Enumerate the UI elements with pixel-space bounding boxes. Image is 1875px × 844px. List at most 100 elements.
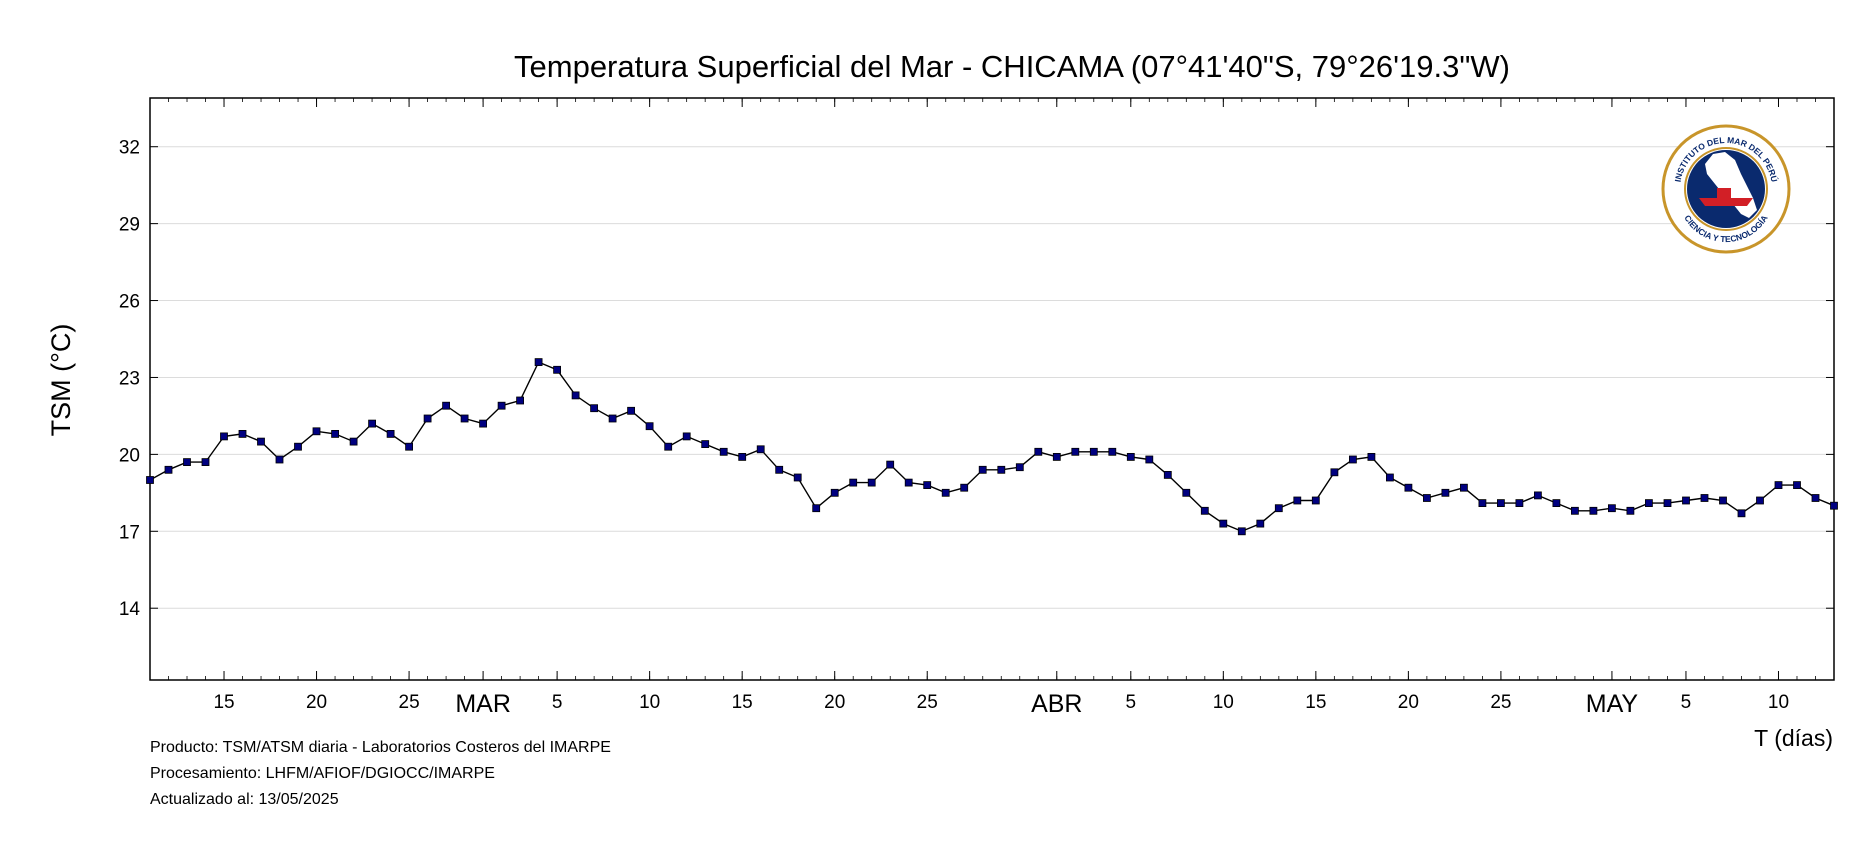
data-point <box>719 447 728 456</box>
data-point <box>201 458 210 467</box>
data-point <box>904 478 913 487</box>
series-line <box>149 361 1835 533</box>
x-tick-label: 15 <box>732 692 753 713</box>
data-point <box>738 452 747 461</box>
data-point <box>793 473 802 482</box>
data-point <box>978 465 987 474</box>
x-axis: 15 20 25 5 10 15 20 25 5 10 15 20 25 5 10 MAR ABR MAY <box>149 98 1835 718</box>
data-point <box>497 401 506 410</box>
data-point <box>164 465 173 474</box>
data-point <box>1700 494 1709 502</box>
data-point <box>1608 504 1616 513</box>
footer-procesamiento: Procesamiento: LHFM/AFIOF/DGIOCC/IMARPE <box>150 765 495 782</box>
data-point <box>1293 496 1302 505</box>
data-point <box>294 442 302 451</box>
x-tick-label: 20 <box>306 692 327 713</box>
data-point <box>627 406 635 415</box>
data-point <box>1311 496 1320 505</box>
data-point <box>275 455 284 464</box>
x-tick-label: 10 <box>1768 692 1789 713</box>
chart-title: Temperatura Superficial del Mar - CHICAM… <box>514 49 1510 84</box>
x-tick-label: 25 <box>1490 692 1511 713</box>
x-tick-label: 25 <box>917 692 938 713</box>
imarpe-logo: INSTITUTO DEL MAR DEL PERÚ CIENCIA Y TEC… <box>1661 124 1791 254</box>
data-point <box>775 465 784 474</box>
footer-actualizado: Actualizado al: 13/05/2025 <box>150 791 339 808</box>
data-point <box>349 437 358 446</box>
data-point <box>960 483 969 492</box>
x-tick-label: 15 <box>213 692 234 713</box>
data-point <box>997 465 1006 474</box>
data-point <box>386 429 395 438</box>
data-point <box>1478 499 1487 508</box>
x-month-label: MAY <box>1586 690 1639 718</box>
data-point <box>1145 455 1154 464</box>
x-tick-label: 10 <box>639 692 660 713</box>
x-tick-label: 5 <box>1126 692 1137 713</box>
data-point <box>941 488 950 497</box>
data-point <box>1219 519 1228 528</box>
data-point <box>1645 499 1653 508</box>
data-point <box>368 419 377 428</box>
data-point <box>664 442 673 451</box>
data-point <box>220 432 228 441</box>
x-month-label: ABR <box>1031 690 1082 718</box>
data-point <box>1552 499 1561 508</box>
data-point <box>257 437 265 446</box>
data-point <box>1811 494 1820 502</box>
x-tick-label: 5 <box>1681 692 1692 713</box>
data-point <box>756 445 765 454</box>
data-point <box>312 427 321 436</box>
data-point <box>830 488 839 497</box>
x-tick-label: 20 <box>1398 692 1419 713</box>
y-tick-label: 26 <box>119 292 140 313</box>
data-point <box>1108 447 1117 456</box>
data-point <box>886 460 895 469</box>
data-point <box>1089 447 1098 456</box>
data-point <box>1274 504 1283 513</box>
data-point <box>1515 499 1524 508</box>
data-point <box>1256 519 1265 528</box>
data-point <box>516 396 524 405</box>
data-point <box>1200 506 1209 515</box>
data-point <box>479 419 488 428</box>
data-point <box>1589 506 1598 515</box>
y-tick-label: 14 <box>119 599 141 620</box>
y-tick-label: 17 <box>119 522 140 543</box>
data-point <box>1237 527 1246 536</box>
data-point <box>1626 506 1635 515</box>
data-point <box>849 478 858 487</box>
data-point <box>1034 447 1043 456</box>
data-point <box>1015 463 1024 472</box>
data-point <box>571 391 580 400</box>
x-tick-label: 15 <box>1305 692 1326 713</box>
data-point <box>146 476 154 484</box>
plot-frame <box>149 97 1835 681</box>
data-point <box>682 432 691 441</box>
data-point <box>1423 494 1431 502</box>
data-point <box>1182 488 1191 497</box>
x-tick-label: 5 <box>552 692 563 713</box>
data-point <box>553 365 561 374</box>
y-axis-label: TSM (°C) <box>46 324 76 437</box>
x-month-label: MAR <box>455 690 511 718</box>
data-point <box>1830 501 1838 510</box>
x-tick-label: 20 <box>824 692 845 713</box>
data-point <box>608 414 617 423</box>
data-point <box>590 404 598 413</box>
grid-lines <box>150 146 1834 609</box>
data-point <box>331 429 340 438</box>
data-point <box>1663 499 1672 508</box>
data-point <box>867 478 876 487</box>
data-point <box>423 414 432 423</box>
data-point <box>442 401 451 410</box>
x-tick-label: 10 <box>1213 692 1234 713</box>
data-point <box>1534 491 1542 500</box>
y-tick-label: 20 <box>119 445 140 466</box>
data-point <box>1052 452 1061 461</box>
y-tick-label: 23 <box>119 368 140 389</box>
data-point <box>1367 452 1376 461</box>
data-point <box>238 429 247 438</box>
series-sst <box>146 358 1838 536</box>
